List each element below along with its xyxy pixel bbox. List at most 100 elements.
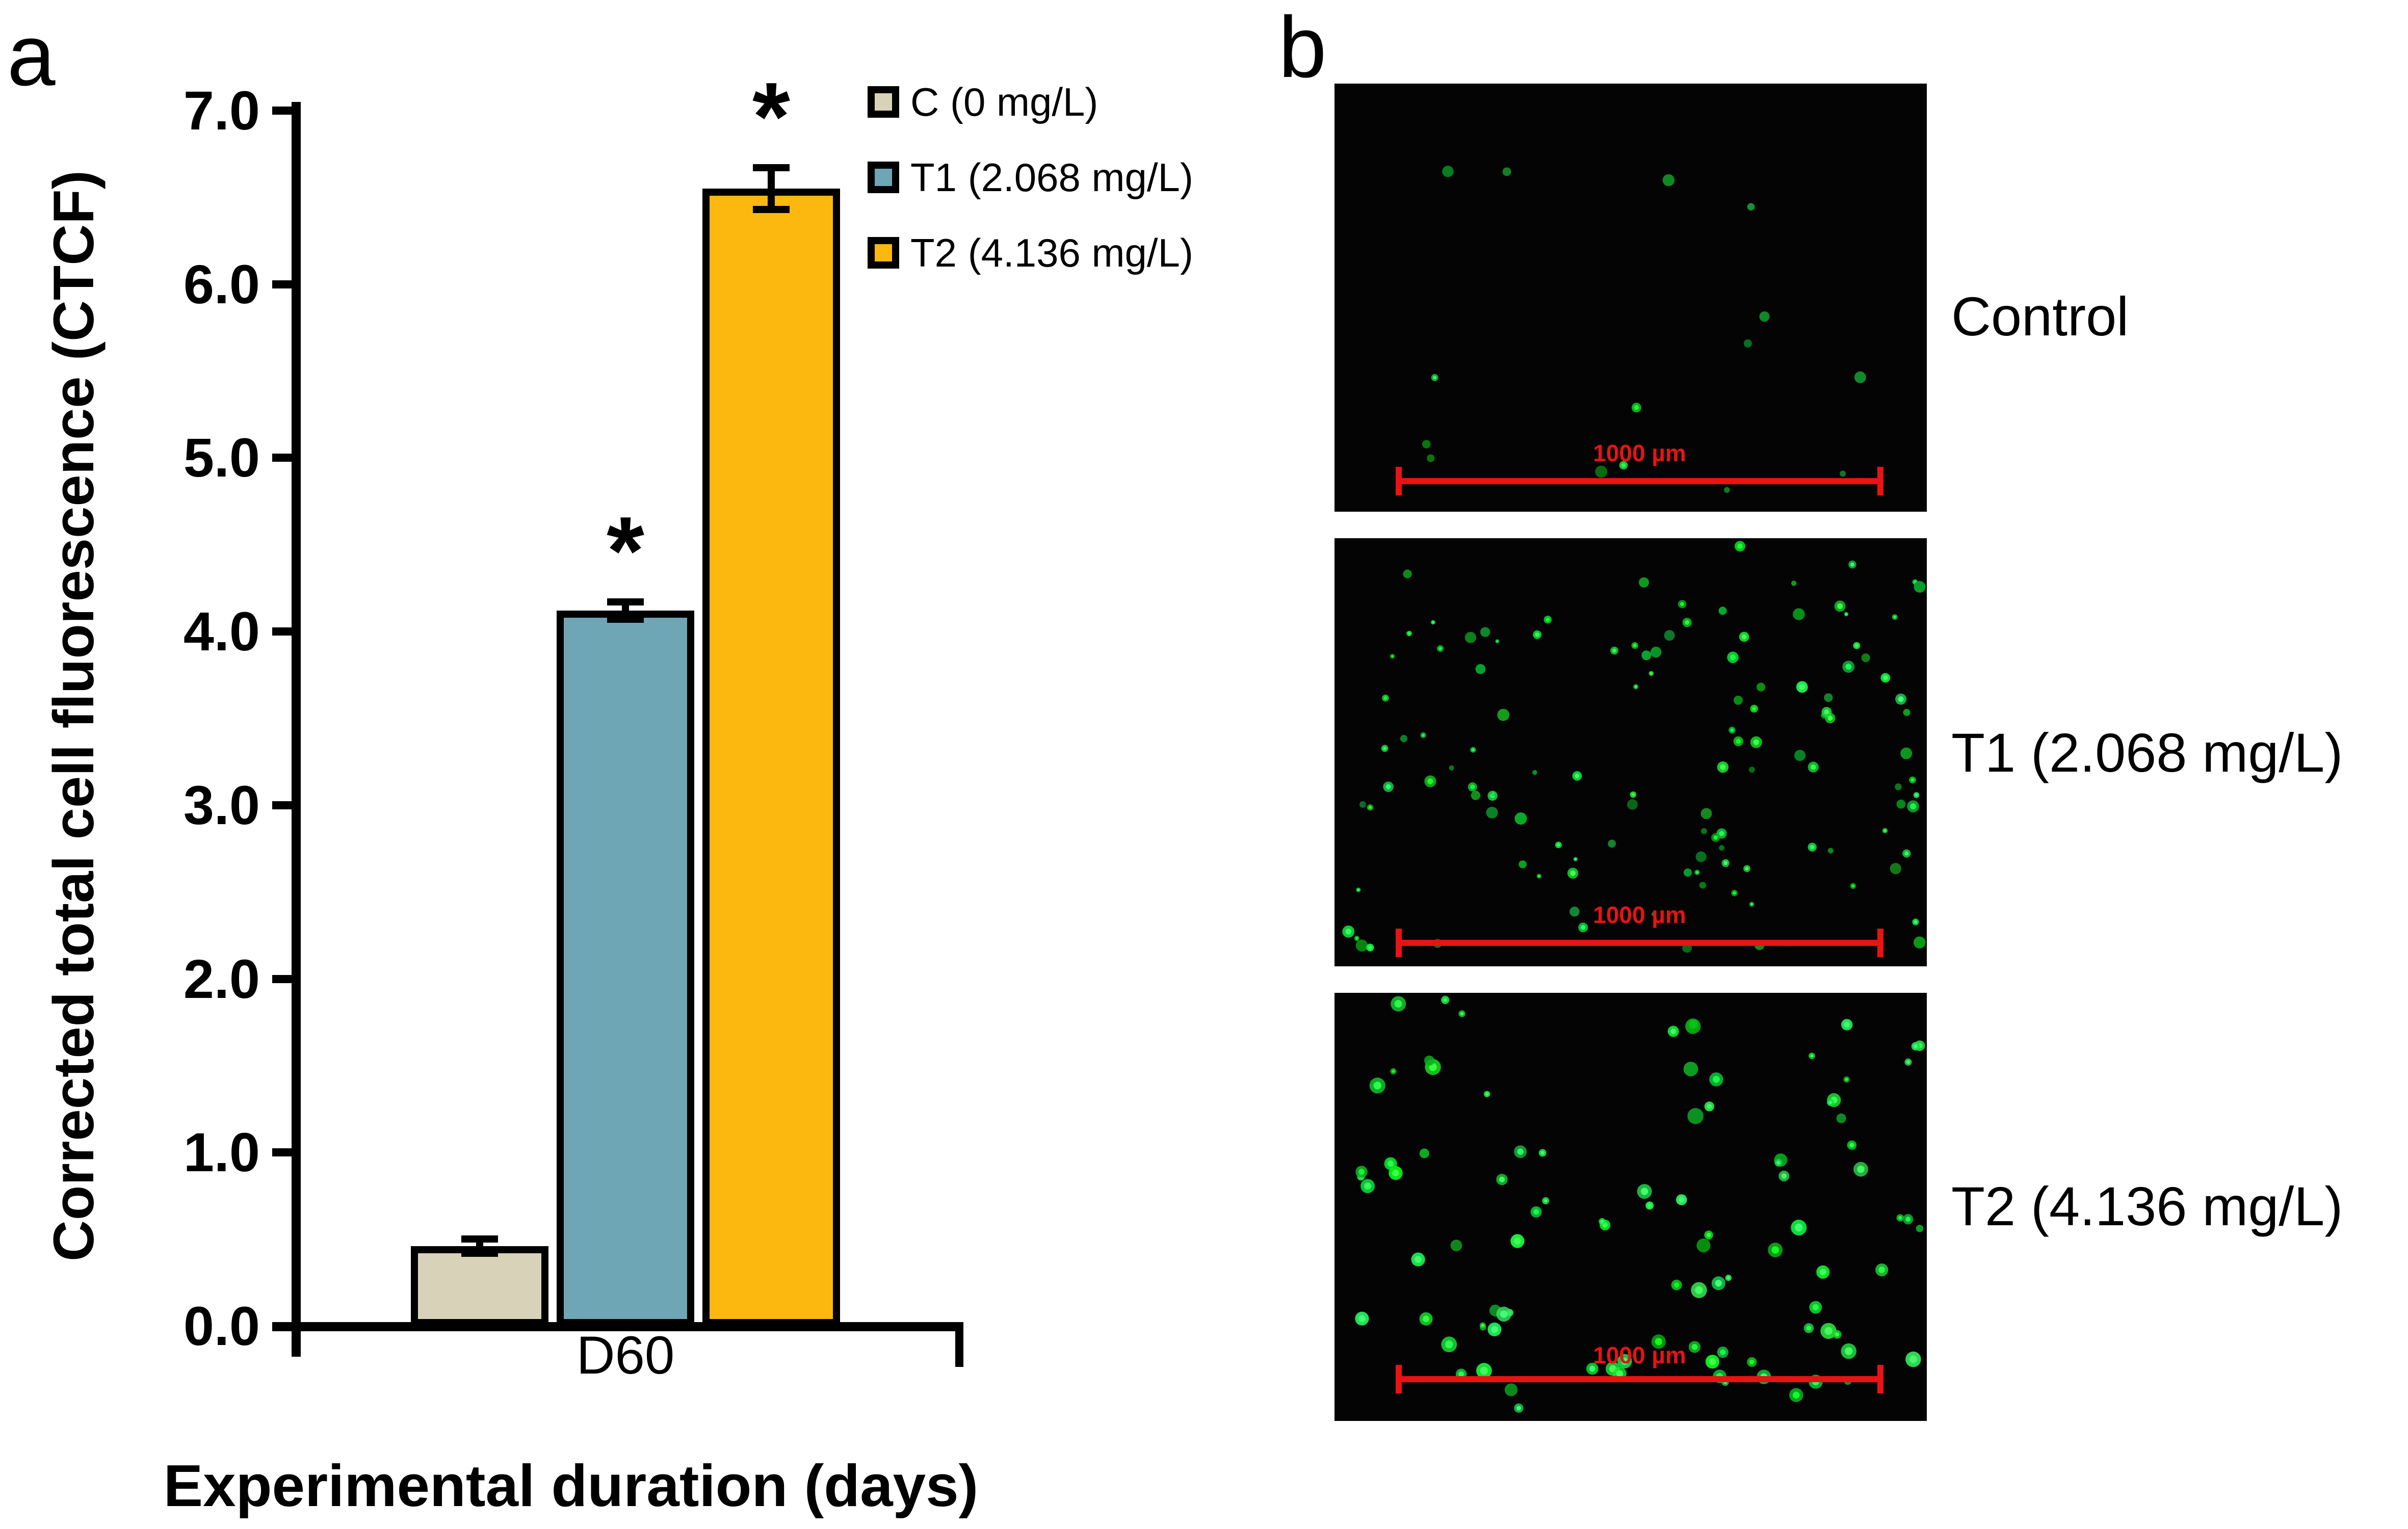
cell-dot: [1748, 767, 1755, 773]
cell-dot-core: [1383, 696, 1388, 700]
cell-dot-core: [1575, 773, 1580, 779]
cell-dot-core: [1720, 764, 1726, 770]
cell-dot-core: [1909, 1355, 1917, 1363]
scalebar-endcap-right: [1877, 929, 1883, 957]
scalebar-endcap-right: [1877, 467, 1883, 495]
cell-dot-core: [1845, 1347, 1853, 1355]
cell-dot-core: [1812, 1304, 1819, 1311]
cell-dot-core: [1819, 1269, 1826, 1276]
legend-marker-swatch: [868, 86, 899, 118]
micrograph-control: 1000 µm: [1334, 84, 1927, 512]
cell-dot: [1700, 828, 1707, 834]
cell-dot: [1422, 440, 1431, 449]
error-bar-cap-top: [607, 598, 644, 605]
cell-dot: [1662, 174, 1675, 187]
x-category-label: D60: [576, 1326, 675, 1385]
cell-dot-core: [1795, 1223, 1803, 1232]
error-bar-cap-bottom: [607, 616, 644, 623]
micrograph-label-t2: T2 (4.136 mg/L): [1951, 1175, 2343, 1237]
cell-dot-core: [1720, 1349, 1726, 1355]
cell-dot: [1639, 577, 1649, 588]
cell-dot: [1914, 581, 1926, 593]
significance-asterisk: *: [607, 497, 644, 605]
cell-dot-core: [1517, 1148, 1524, 1155]
cell-dot: [1824, 693, 1833, 702]
y-tick-label: 3.0: [183, 774, 260, 836]
cell-dot-core: [1713, 835, 1718, 840]
cell-dot: [1519, 860, 1527, 868]
y-tick-label: 4.0: [183, 600, 260, 662]
cell-dot-core: [1905, 1217, 1911, 1222]
y-tick-mark: [272, 975, 292, 983]
cell-dot-core: [1480, 1366, 1488, 1375]
cell-dot-core: [1915, 794, 1918, 797]
cell-dot: [1695, 851, 1707, 862]
cell-dot: [1747, 203, 1755, 211]
cell-dot-core: [1427, 778, 1433, 784]
y-tick-label: 7.0: [183, 80, 260, 141]
cell-dot-core: [1589, 1365, 1595, 1372]
cell-dot-core: [1745, 866, 1749, 871]
cell-dot-core: [1749, 1359, 1755, 1365]
cell-dot: [1400, 735, 1408, 743]
cell-dot-core: [1715, 1280, 1722, 1287]
error-bar-line: [622, 602, 629, 619]
y-tick-label: 1.0: [183, 1121, 260, 1183]
cell-dot: [1759, 311, 1770, 322]
cell-dot-core: [1707, 1104, 1712, 1109]
fluorescent-cells-image: [1422, 166, 1866, 493]
cell-dot-core: [1621, 463, 1626, 468]
cell-dot-core: [1709, 1358, 1716, 1365]
cell-dot-core: [1570, 870, 1576, 876]
cell-dot: [1427, 454, 1435, 462]
cell-dot-core: [1472, 748, 1475, 751]
cell-dot-core: [1733, 891, 1736, 895]
cell-dot-core: [1850, 562, 1854, 567]
cell-dot-core: [1679, 1197, 1685, 1203]
cell-dot: [1890, 863, 1901, 875]
bar-t1: [557, 611, 694, 1326]
cell-dot-core: [1492, 792, 1495, 795]
legend-item-t2: T2 (4.136 mg/L): [868, 230, 1193, 275]
scalebar-endcap-right: [1877, 1365, 1883, 1393]
cell-dot-core: [1883, 675, 1888, 680]
micrograph-label-control: Control: [1951, 285, 2129, 347]
cell-dot: [1687, 1108, 1704, 1124]
cell-dot: [1442, 166, 1454, 177]
legend-label: C (0 mg/L): [910, 79, 1098, 124]
cell-dot-core: [1634, 405, 1639, 410]
scalebar-endcap-left: [1396, 467, 1402, 495]
cell-dot: [1403, 569, 1412, 578]
cell-dot-core: [1499, 1176, 1505, 1182]
legend-item-c: C (0 mg/L): [868, 79, 1193, 124]
cell-dot: [1861, 653, 1870, 663]
error-bar-cap-bottom: [753, 206, 790, 213]
cell-dot-core: [1806, 1326, 1812, 1331]
cell-dot: [1664, 630, 1675, 641]
cell-dot-core: [1824, 709, 1829, 715]
cell-dot: [1794, 750, 1806, 761]
cell-dot-core: [1533, 1209, 1539, 1215]
bar-chart: * * 0.0 1.0 2.0 3.0 4.0 5.0 6.0 7.0: [183, 68, 963, 1367]
cell-dot: [1683, 1062, 1698, 1076]
cell-dot-core: [1546, 617, 1550, 622]
cell-dot: [1903, 708, 1910, 716]
fluorescent-cells-image: [1355, 995, 1925, 1413]
cell-dot-core: [1368, 945, 1372, 950]
cell-dot: [1359, 801, 1366, 808]
legend-label: T2 (4.136 mg/L): [910, 230, 1193, 275]
cell-dot-core: [1741, 634, 1747, 640]
cell-dot: [1900, 747, 1913, 759]
cell-dot-core: [1600, 1220, 1604, 1223]
cell-dot: [1532, 770, 1537, 775]
cell-dot-core: [1496, 640, 1499, 643]
cell-dot: [1896, 799, 1906, 809]
micrograph-label-t1: T1 (2.068 mg/L): [1951, 722, 2343, 783]
cell-dot-core: [1851, 884, 1855, 888]
micrograph-t1: 1000 µm: [1334, 538, 1927, 966]
cell-dot: [1757, 682, 1766, 692]
cell-dot-core: [1835, 1332, 1840, 1337]
cell-dot-core: [1345, 928, 1352, 935]
cell-dot-core: [1685, 620, 1690, 625]
cell-dot-core: [1500, 1310, 1508, 1318]
